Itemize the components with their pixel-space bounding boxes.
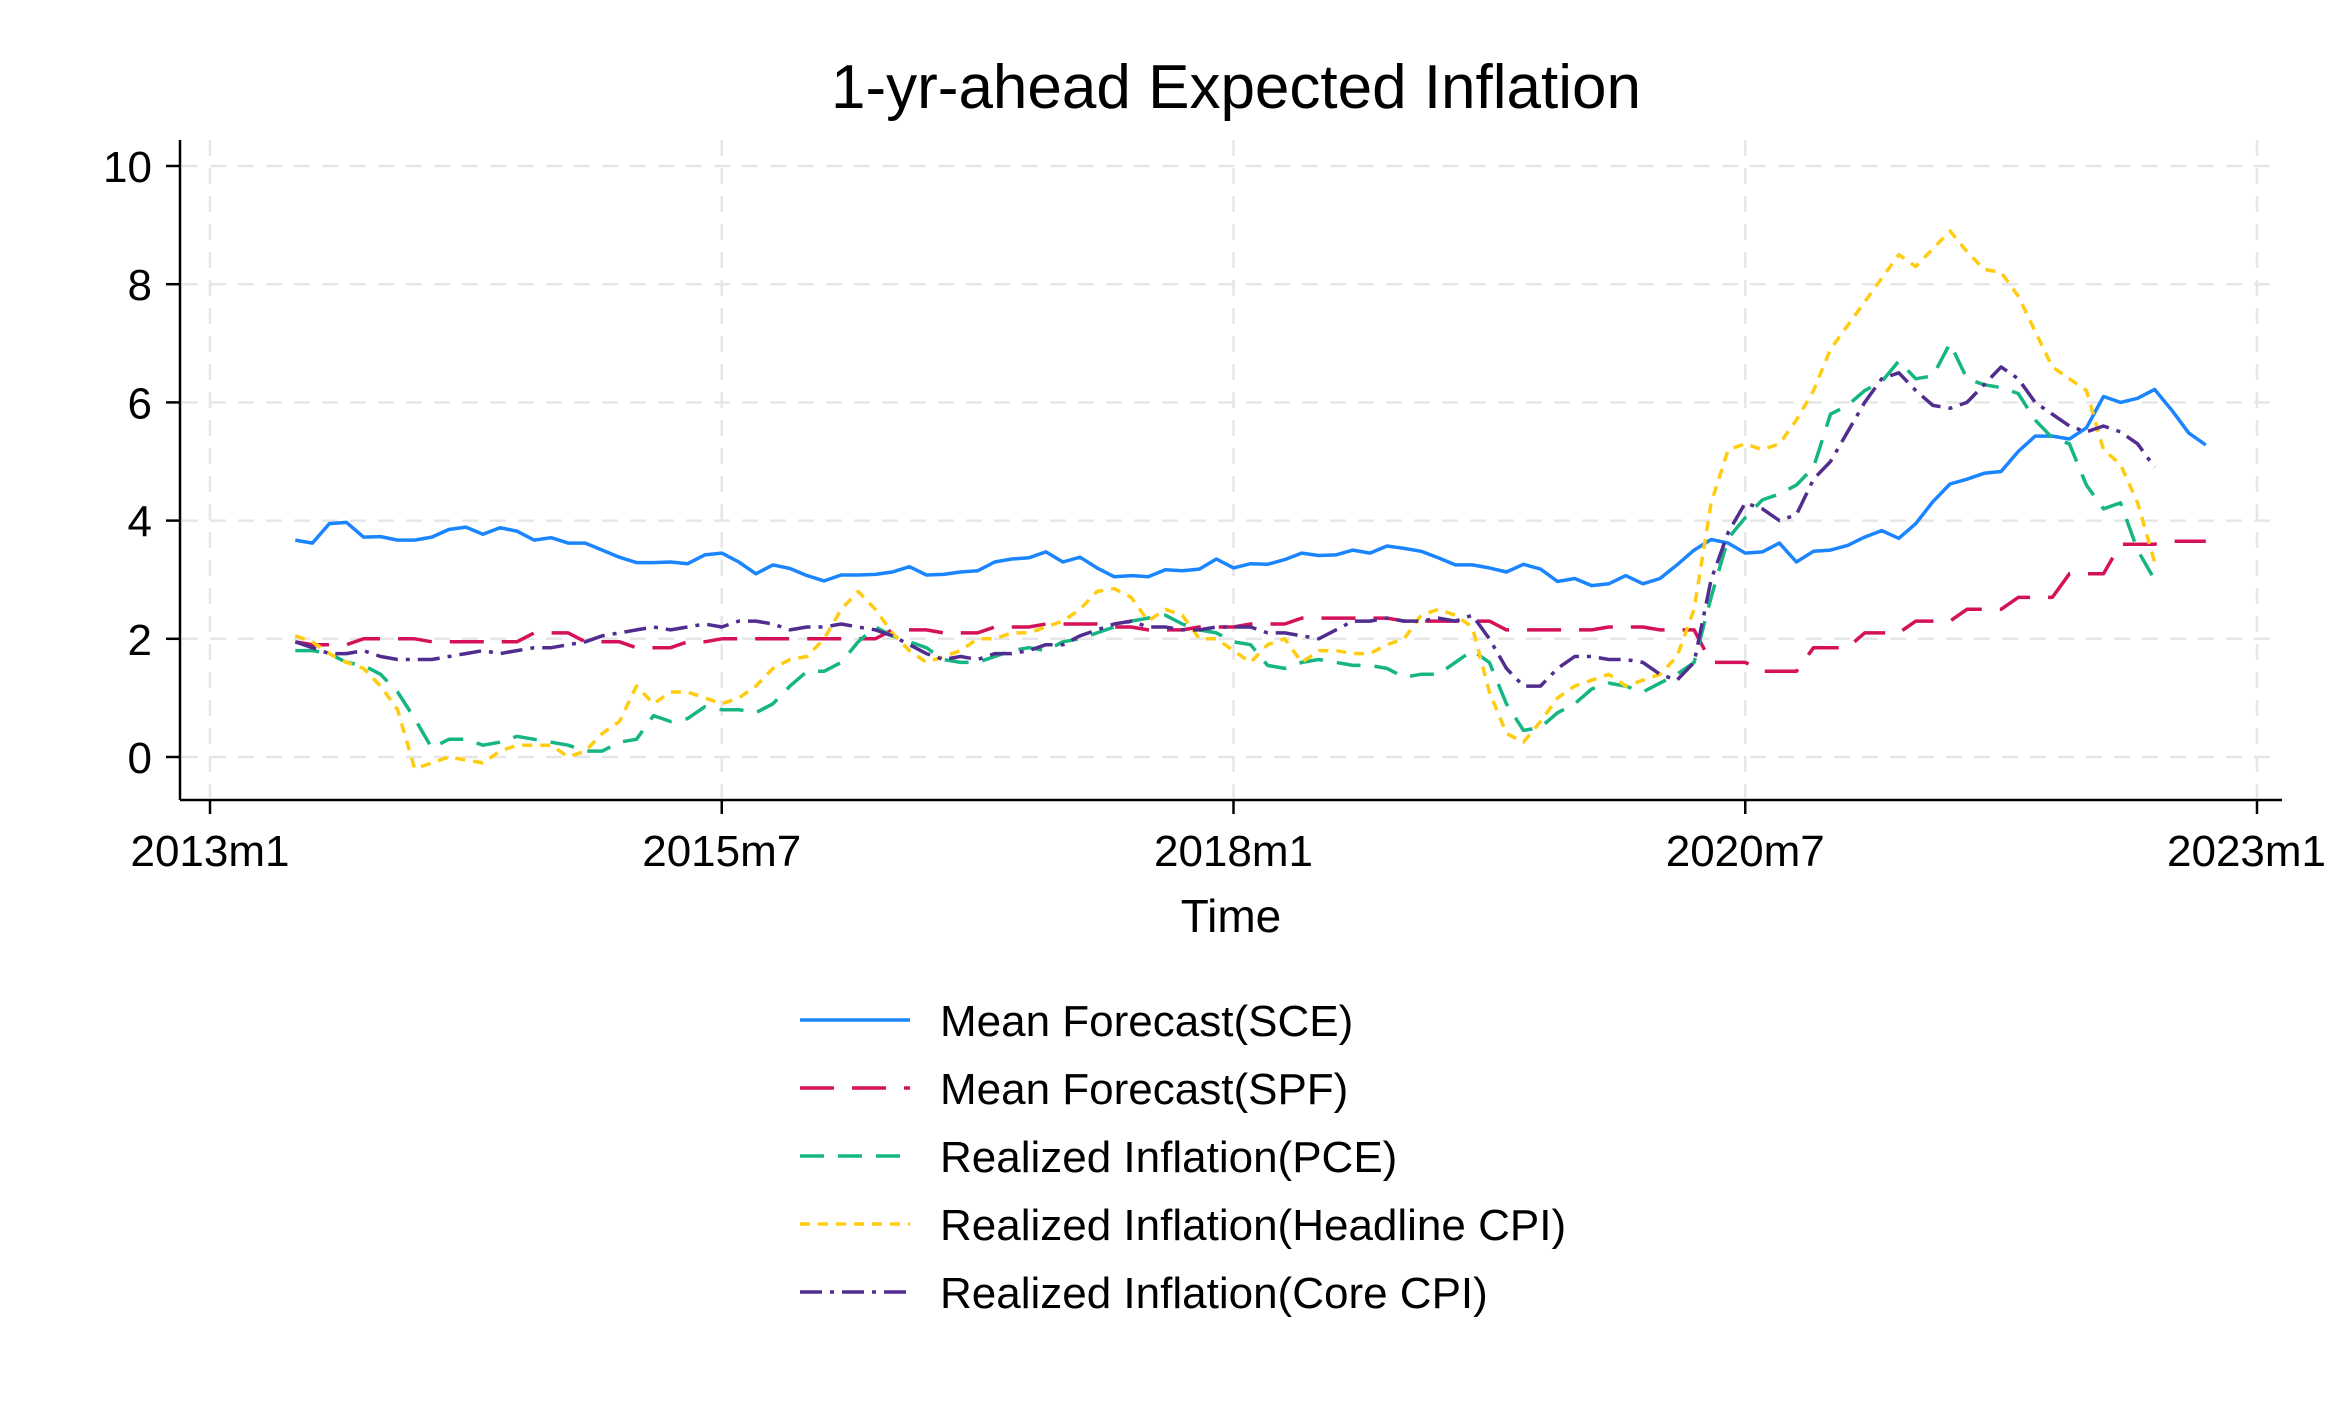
x-axis-label: Time <box>1181 890 1282 942</box>
y-tick-label-5: 10 <box>103 143 152 192</box>
series-line-4 <box>294 365 2157 688</box>
chart-title: 1-yr-ahead Expected Inflation <box>831 53 1641 122</box>
series-line-1 <box>295 539 2206 674</box>
legend-label-1: Mean Forecast(SPF) <box>940 1065 1348 1114</box>
series-line-2 <box>295 341 2157 753</box>
y-tick-label-0: 0 <box>128 734 152 783</box>
grid <box>182 140 2282 798</box>
legend-label-2: Realized Inflation(PCE) <box>940 1133 1397 1182</box>
legend: Mean Forecast(SCE) Mean Forecast(SPF) Real… <box>800 997 1566 1318</box>
legend-label-4: Realized Inflation(Core CPI) <box>940 1269 1488 1318</box>
x-tick-label-3: 2020m7 <box>1666 827 1825 876</box>
series-lines <box>294 229 2207 771</box>
x-tick-label-0: 2013m1 <box>130 827 289 876</box>
series-line-3 <box>294 229 2157 771</box>
y-ticks: 0 2 4 6 8 10 <box>103 143 180 783</box>
y-tick-label-4: 8 <box>128 261 152 310</box>
y-tick-label-2: 4 <box>128 498 152 547</box>
legend-label-3: Realized Inflation(Headline CPI) <box>940 1201 1566 1250</box>
legend-label-0: Mean Forecast(SCE) <box>940 997 1353 1046</box>
x-ticks: 2013m1 2015m7 2018m1 2020m7 2023m1 <box>130 800 2326 876</box>
x-tick-label-1: 2015m7 <box>642 827 801 876</box>
x-tick-label-4: 2023m1 <box>2167 827 2326 876</box>
y-tick-label-1: 2 <box>128 616 152 665</box>
series-line-0 <box>294 387 2207 588</box>
y-tick-label-3: 6 <box>128 379 152 428</box>
axes <box>178 140 2282 802</box>
x-tick-label-2: 2018m1 <box>1154 827 1313 876</box>
